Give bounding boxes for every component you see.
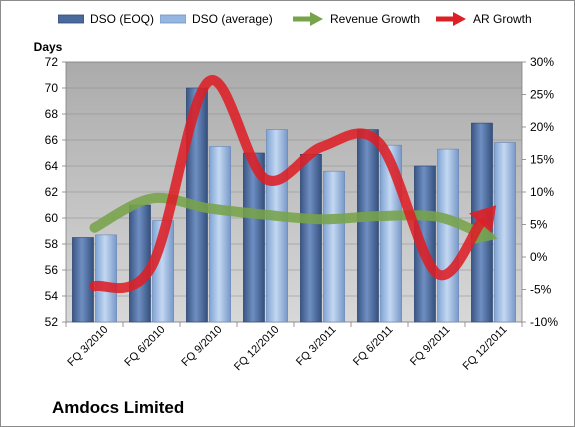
legend-swatch-dso-eoq: [58, 14, 84, 24]
legend-swatch-revenue-growth: [293, 12, 323, 26]
legend-label-dso-eoq: DSO (EOQ): [90, 12, 155, 26]
ar-growth-line: [89, 75, 486, 294]
y2-tick-label: 0%: [530, 250, 548, 264]
y-tick-label: 60: [45, 211, 59, 225]
x-tick-label: FQ 3/2011: [294, 324, 339, 369]
x-tick-label: FQ 9/2011: [408, 324, 453, 369]
y2-tick-label: 20%: [530, 120, 554, 134]
y-tick-label: 52: [45, 315, 59, 329]
x-tick-label: FQ 3/2010: [65, 324, 110, 369]
ar-growth-arrowhead: [469, 205, 497, 234]
x-tick-label: FQ 12/2011: [461, 324, 510, 373]
x-tick-label: FQ 6/2011: [351, 324, 396, 369]
bar-dso-average: [95, 234, 117, 323]
y-tick-label: 72: [45, 55, 59, 69]
legend-item-ar-growth: AR Growth: [435, 8, 532, 30]
bar-dso-average: [494, 142, 516, 323]
bar-dso-average: [323, 170, 345, 323]
revenue-growth-line: [89, 192, 480, 236]
legend-swatch-ar-growth: [436, 12, 466, 26]
y-tick-label: 54: [45, 289, 59, 303]
y-tick-label: 66: [45, 133, 59, 147]
bar-dso-eoq: [72, 237, 94, 323]
y2-tick-label: 25%: [530, 88, 554, 102]
y2-tick-label: 30%: [530, 55, 554, 69]
bar-dso-eoq: [129, 204, 151, 323]
legend-label-revenue-growth: Revenue Growth: [330, 12, 421, 26]
y-tick-label: 56: [45, 263, 59, 277]
x-tick-label: FQ 9/2010: [179, 324, 224, 369]
bar-dso-eoq: [357, 129, 379, 323]
x-tick-label: FQ 6/2010: [122, 324, 167, 369]
bar-dso-average: [209, 146, 231, 323]
bar-dso-average: [437, 148, 459, 323]
legend-label-ar-growth: AR Growth: [473, 12, 532, 26]
y-tick-label: 62: [45, 185, 59, 199]
bar-dso-eoq: [300, 154, 322, 323]
x-tick-label: FQ 12/2010: [232, 324, 282, 374]
legend: DSO (EOQ) DSO (average) Revenue Growth A…: [0, 8, 575, 30]
y-tick-label: 64: [45, 159, 59, 173]
legend-item-revenue-growth: Revenue Growth: [292, 8, 420, 30]
legend-swatch-dso-average: [160, 14, 186, 24]
y-axis-title: Days: [34, 40, 63, 54]
y-tick-label: 68: [45, 107, 59, 121]
y-tick-label: 58: [45, 237, 59, 251]
company-name: Amdocs Limited: [52, 398, 185, 417]
bar-dso-average: [266, 129, 288, 323]
legend-label-dso-average: DSO (average): [192, 12, 273, 26]
y2-tick-label: -5%: [530, 283, 552, 297]
y2-tick-label: 10%: [530, 185, 554, 199]
legend-item-dso-eoq: DSO (EOQ): [58, 8, 154, 30]
legend-item-dso-average: DSO (average): [160, 8, 273, 30]
y2-tick-label: 5%: [530, 218, 548, 232]
y-tick-label: 70: [45, 81, 59, 95]
y2-tick-label: 15%: [530, 153, 554, 167]
y2-tick-label: -10%: [530, 315, 558, 329]
